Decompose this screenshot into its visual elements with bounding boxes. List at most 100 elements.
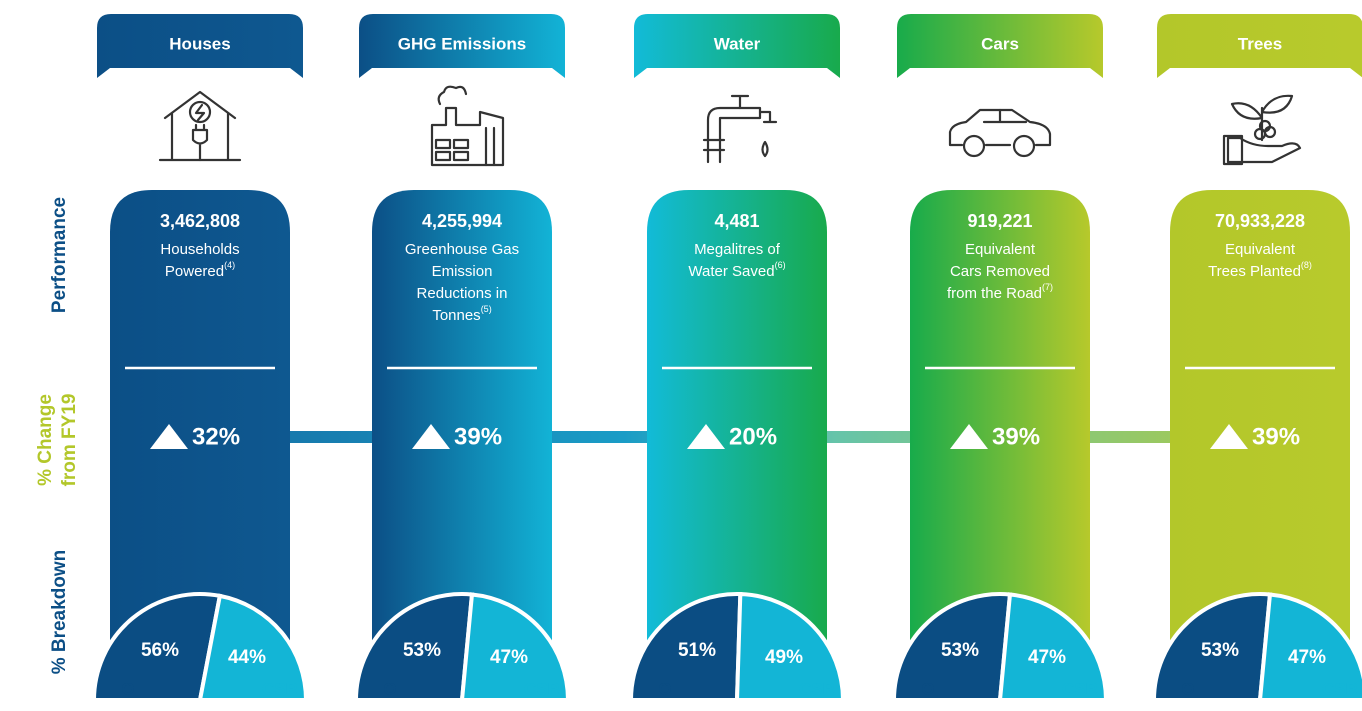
csr-legend: CSR [262,679,298,698]
breakdown-o-label: 53% [1201,640,1239,661]
metric-description: Cars Removed [950,263,1050,280]
breakdown-o [353,592,475,702]
up-triangle [1210,424,1248,449]
change-value: 39% [454,423,502,450]
metric-description: Water Saved(6) [688,260,785,280]
description-line: Equivalent [965,241,1036,258]
description-line: Greenhouse Gas [405,241,519,258]
metric-description: Households [160,241,239,258]
metric-description: Emission [432,263,493,280]
change-value: 39% [992,423,1040,450]
breakdown-o [891,592,1013,702]
footnote: (6) [775,260,786,270]
water-icon [702,94,778,164]
header-tab [1157,14,1362,78]
description-line: Water Saved [688,263,774,280]
column-pillar [1170,190,1350,660]
car-icon [948,108,1052,158]
o-legend: O [658,679,671,698]
header-label: Houses [169,34,230,53]
header-label: Water [714,34,761,53]
up-triangle [950,424,988,449]
column-pillar [647,190,827,660]
csr-legend: CSR [1062,679,1098,698]
metric-description: Megalitres of [694,241,781,258]
row-label: Performance [49,197,70,313]
header-label: Trees [1238,34,1282,53]
plant-icon [1222,94,1302,166]
footnote: (5) [481,304,492,314]
csr-legend: CSR [1322,679,1358,698]
up-triangle [150,424,188,449]
up-triangle [412,424,450,449]
breakdown-o-label: 56% [141,640,179,661]
factory-icon [430,85,505,167]
mask [350,698,574,711]
metric-description: Trees Planted(8) [1208,260,1312,280]
footnote: (4) [224,260,235,270]
change-value: 20% [729,423,777,450]
description-line: Equivalent [1225,241,1296,258]
breakdown-o [91,592,223,702]
description-line: Trees Planted [1208,263,1301,280]
o-legend: O [1181,679,1194,698]
column-pillar [110,190,290,660]
footnote: (7) [1042,282,1053,292]
metric-description: Greenhouse Gas [405,241,519,258]
breakdown-o [1151,592,1273,702]
metric-value: 4,255,994 [422,211,502,231]
header-tab [359,14,565,78]
house-icon [158,90,242,162]
metric-description: Equivalent [965,241,1036,258]
change-value: 32% [192,423,240,450]
metric-value: 3,462,808 [160,211,240,231]
row-label: % Change [35,394,56,486]
header-label: Cars [981,34,1019,53]
mask [625,698,849,711]
o-legend: O [383,679,396,698]
row-label: from FY19 [59,394,80,487]
mask [1148,698,1362,711]
metric-description: Powered(4) [165,260,235,280]
row-label: % Breakdown [49,550,70,675]
header-label: GHG Emissions [398,34,526,53]
csr-legend: CSR [799,679,835,698]
breakdown-csr-label: 47% [1288,647,1326,668]
description-line: Tonnes [432,307,480,324]
header-tab [97,14,303,78]
o-legend: O [921,679,934,698]
description-line: Powered [165,263,224,280]
metric-value: 70,933,228 [1215,211,1305,231]
breakdown-csr-label: 47% [1028,647,1066,668]
o-legend: O [121,679,134,698]
header-tab [634,14,840,78]
column-pillar [910,190,1090,660]
breakdown-csr [1257,592,1362,702]
metric-description: from the Road(7) [947,282,1053,302]
mask [888,698,1112,711]
breakdown-csr [459,592,571,702]
description-line: Households [160,241,239,258]
breakdown-csr-label: 44% [228,647,266,668]
header-tab [897,14,1103,78]
breakdown-o-label: 51% [678,640,716,661]
metric-value: 919,221 [967,211,1032,231]
metric-value: 4,481 [714,211,759,231]
description-line: Emission [432,263,493,280]
breakdown-o-label: 53% [403,640,441,661]
footnote: (8) [1301,260,1312,270]
description-line: from the Road [947,285,1042,302]
breakdown-o-label: 53% [941,640,979,661]
csr-legend: CSR [524,679,560,698]
description-line: Cars Removed [950,263,1050,280]
up-triangle [687,424,725,449]
metric-description: Tonnes(5) [432,304,491,324]
description-line: Megalitres of [694,241,781,258]
mask [88,698,312,711]
breakdown-o [628,592,743,702]
breakdown-csr [997,592,1109,702]
breakdown-csr [734,591,846,702]
column-pillar [372,190,552,660]
change-value: 39% [1252,423,1300,450]
